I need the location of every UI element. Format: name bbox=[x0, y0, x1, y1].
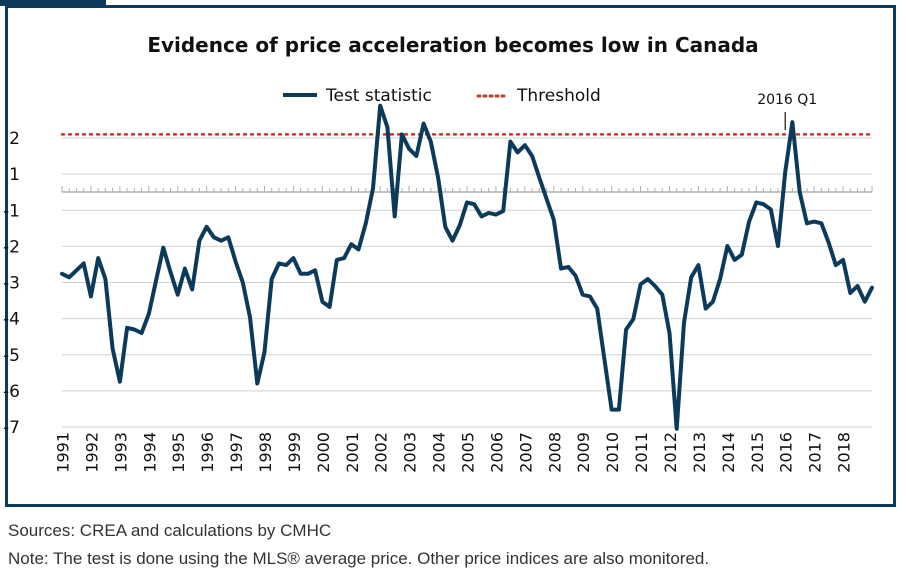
x-tick-label: 2014 bbox=[719, 432, 738, 473]
legend-label-threshold: Threshold bbox=[516, 86, 601, 106]
x-axis bbox=[61, 186, 873, 193]
x-tick-label: 1999 bbox=[285, 432, 304, 473]
y-tick-label: -3 bbox=[3, 274, 20, 294]
footer-note: Note: The test is done using the MLS® av… bbox=[8, 549, 710, 568]
x-tick-label: 1997 bbox=[227, 432, 246, 473]
x-tick-label: 2003 bbox=[401, 432, 420, 473]
x-tick-label: 2004 bbox=[430, 432, 449, 473]
y-tick-labels: 2 1 -1 -2 -3 -4 -5 -6 -7 bbox=[3, 129, 20, 438]
x-tick-label: 2007 bbox=[516, 432, 535, 473]
x-tick-label: 1995 bbox=[169, 432, 188, 473]
chart: Evidence of price acceleration becomes l… bbox=[3, 33, 874, 473]
y-tick-label: -2 bbox=[3, 237, 20, 257]
x-tick-label: 2001 bbox=[343, 432, 362, 473]
chart-title: Evidence of price acceleration becomes l… bbox=[147, 33, 758, 57]
legend-label-test-statistic: Test statistic bbox=[325, 86, 432, 106]
y-tick-label: 1 bbox=[9, 165, 20, 185]
x-tick-label: 2018 bbox=[835, 432, 854, 473]
x-tick-label: 1991 bbox=[54, 432, 73, 473]
x-tick-label: 2011 bbox=[632, 432, 651, 473]
y-tick-label: -5 bbox=[3, 346, 20, 366]
x-tick-labels: 1991 1992 1993 1994 1995 1996 1997 1998 1999 2000… bbox=[54, 432, 854, 473]
x-tick-label: 2017 bbox=[806, 432, 825, 473]
y-tick-label: -1 bbox=[3, 201, 20, 221]
x-tick-label: 2012 bbox=[661, 432, 680, 473]
x-tick-label: 1994 bbox=[140, 432, 159, 473]
footer-sources: Sources: CREA and calculations by CMHC bbox=[8, 521, 332, 540]
series-line-test-statistic bbox=[60, 103, 874, 431]
y-tick-label: -6 bbox=[3, 382, 20, 402]
x-tick-label: 2000 bbox=[314, 432, 333, 473]
top-accent-tab bbox=[0, 0, 106, 6]
x-tick-label: 2009 bbox=[574, 432, 593, 473]
grid-lines bbox=[62, 137, 872, 428]
x-tick-label: 1996 bbox=[198, 432, 217, 473]
annotation-label: 2016 Q1 bbox=[757, 92, 817, 108]
x-tick-label: 2008 bbox=[545, 432, 564, 473]
x-tick-label: 2005 bbox=[459, 432, 478, 473]
y-tick-label: -7 bbox=[3, 418, 20, 438]
x-tick-label: 1998 bbox=[256, 432, 275, 473]
x-tick-label: 2015 bbox=[748, 432, 767, 473]
x-tick-label: 1992 bbox=[82, 432, 101, 473]
x-tick-label: 2010 bbox=[603, 432, 622, 473]
x-tick-label: 1993 bbox=[111, 432, 130, 473]
y-tick-label: -4 bbox=[3, 310, 20, 330]
x-tick-label: 2013 bbox=[690, 432, 709, 473]
x-tick-label: 2006 bbox=[487, 432, 506, 473]
x-tick-label: 2016 bbox=[777, 432, 796, 473]
chart-frame bbox=[5, 5, 896, 507]
x-tick-label: 2002 bbox=[372, 432, 391, 473]
y-tick-label: 2 bbox=[9, 129, 20, 149]
